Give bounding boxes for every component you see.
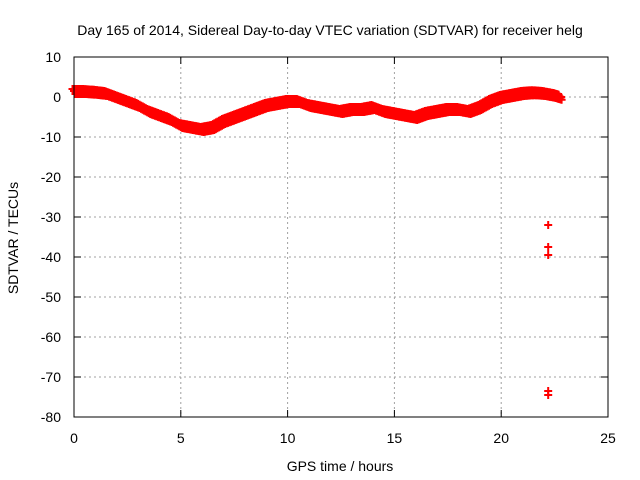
y-tick-label: 0	[53, 89, 61, 105]
x-tick-label: 15	[387, 430, 403, 446]
y-tick-label: -30	[41, 209, 61, 225]
data-point-outlier	[544, 391, 553, 399]
y-tick-label: -10	[41, 129, 61, 145]
y-tick-label: 10	[45, 49, 61, 65]
data-points	[68, 85, 566, 399]
tick-labels: 0 5 10 15 20 25 10 0 -10 -20 -30 -40 -50 -60 -70 -80	[41, 49, 616, 446]
y-tick-label: -50	[41, 289, 61, 305]
x-tick-label: 5	[177, 430, 185, 446]
data-point	[557, 93, 566, 101]
y-tick-label: -80	[41, 409, 61, 425]
y-tick-label: -20	[41, 169, 61, 185]
chart-title: Day 165 of 2014, Sidereal Day-to-day VTE…	[77, 22, 583, 38]
y-tick-label: -60	[41, 329, 61, 345]
x-tick-label: 20	[493, 430, 509, 446]
y-tick-label: -70	[41, 369, 61, 385]
data-point-outlier	[544, 243, 553, 251]
y-tick-label: -40	[41, 249, 61, 265]
x-tick-label: 25	[600, 430, 616, 446]
plot-frame	[73, 56, 609, 418]
x-tick-label: 0	[70, 430, 78, 446]
data-point-outlier	[544, 251, 553, 259]
x-tick-label: 10	[280, 430, 296, 446]
x-axis-label: GPS time / hours	[287, 458, 394, 474]
data-point-outlier	[544, 221, 553, 229]
y-axis-label: SDTVAR / TECUs	[5, 182, 21, 294]
